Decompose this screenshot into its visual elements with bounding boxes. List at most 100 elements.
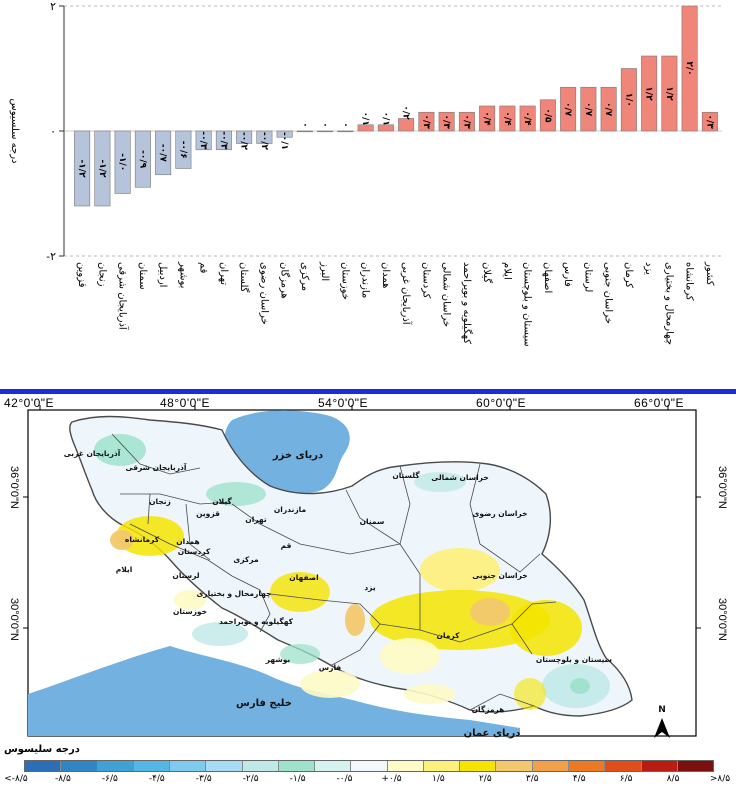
bar-value-label: ۰/۷ — [563, 102, 573, 117]
bar — [276, 130, 293, 138]
legend-label: -۶/۵ — [101, 774, 118, 784]
legend-swatch — [206, 761, 243, 771]
province-label: چهارمحال و بختیاری — [196, 589, 271, 598]
category-label: خراسان رضوی — [258, 262, 269, 325]
legend-label: -۰/۵ — [336, 774, 353, 784]
longitude-label: 66°0'0"E — [634, 396, 685, 410]
bar-value-label: ۰/۴ — [522, 111, 532, 126]
legend-label: ۸/۵ — [666, 774, 680, 784]
bar — [641, 55, 658, 132]
bar-value-label: ۰/۱ — [380, 112, 390, 126]
bar-value-label: ۰/۴ — [502, 111, 512, 126]
bar-value-label: ۰/۳ — [421, 114, 431, 129]
province-label: تهران — [245, 515, 267, 524]
province-label: کرمانشاه — [125, 535, 160, 544]
legend-swatch — [242, 761, 279, 771]
category-label: همدان — [380, 262, 391, 288]
category-label: اردبیل — [157, 262, 168, 287]
category-label: زنجان — [96, 262, 107, 287]
legend-swatch — [460, 761, 497, 771]
bar — [134, 130, 151, 188]
bar — [418, 111, 435, 132]
province-label: گلستان — [392, 471, 420, 480]
bar — [155, 130, 172, 176]
section-divider — [0, 389, 736, 394]
province-label: خوزستان — [173, 607, 207, 616]
legend-label: -۴/۵ — [148, 774, 165, 784]
bar-value-label: -۱/۲ — [97, 159, 107, 178]
legend-swatch — [605, 761, 642, 771]
province-label: کهگیلویه و بویراحمد — [219, 617, 294, 626]
bar-value-label: -۰/۷ — [158, 144, 168, 163]
category-label: قزوین — [76, 262, 87, 288]
category-label: ایلام — [501, 262, 512, 280]
legend-swatch — [315, 761, 352, 771]
legend-swatch — [387, 761, 424, 771]
province-label: قم — [281, 541, 292, 550]
category-label: گلستان — [238, 262, 250, 293]
category-label: کردستان — [420, 262, 431, 299]
bar-value-label: ۰/۳ — [461, 114, 471, 129]
bar-value-label: ۲/۰ — [684, 61, 694, 75]
bar-value-label: -۰/۳ — [218, 131, 228, 150]
bar — [479, 105, 496, 132]
category-label: خوزستان — [339, 262, 350, 300]
category-label: گیلان — [481, 262, 493, 283]
longitude-label: 48°0'0"E — [160, 396, 211, 410]
legend-color-bar — [24, 760, 714, 772]
bar — [296, 130, 313, 133]
longitude-label: 42°0'0"E — [4, 396, 55, 410]
bar — [519, 105, 536, 132]
bar — [661, 55, 678, 132]
bar — [236, 130, 253, 144]
y-tick-label: ۰ — [50, 125, 56, 138]
bar-value-label: -۰/۲ — [259, 132, 269, 151]
province-label: فارس — [319, 663, 341, 672]
province-label: خراسان جنوبی — [472, 571, 527, 580]
bar — [398, 118, 415, 132]
bar-value-label: ۱/۰ — [623, 93, 633, 107]
bar-value-label: ۰/۲ — [401, 105, 411, 120]
province-label: کرمان — [437, 631, 461, 640]
latitude-label-left: 30°0'0"N — [8, 598, 20, 641]
anomaly-patches — [94, 434, 610, 710]
bar-value-label: ۰ — [340, 122, 350, 128]
category-label: البرز — [319, 261, 330, 281]
oman-label: دریای عمان — [464, 728, 521, 739]
category-label: سمنان — [137, 262, 148, 290]
legend-label: -۸/۵ — [54, 774, 71, 784]
bar-value-label: ۰/۷ — [583, 102, 593, 117]
bar — [620, 68, 637, 132]
province-label: سیستان و بلوچستان — [536, 655, 612, 664]
category-label: کهگیلویه و بویراحمد — [461, 262, 473, 344]
province-label: آذربایجان غربی — [64, 448, 121, 458]
legend-labels: <-۸/۵ -۸/۵ -۶/۵ -۴/۵ -۳/۵ -۲/۵ -۱/۵ -۰/۵ +۰/۵ ۱/۵… — [0, 774, 736, 786]
category-label: قم — [198, 262, 209, 274]
province-label: بوشهر — [265, 655, 291, 664]
bar — [357, 124, 374, 132]
bar — [580, 86, 597, 132]
bar-value-label: ۰/۷ — [603, 102, 613, 117]
category-label: مرکزی — [299, 262, 310, 291]
bar-value-label: ۰/۴ — [482, 111, 492, 126]
province-label: همدان — [176, 537, 200, 546]
province-label: آذربایجان شرقی — [126, 462, 187, 472]
bar-value-label: -۰/۹ — [137, 150, 147, 169]
legend-label: ۳/۵ — [525, 774, 539, 784]
legend-swatch — [25, 761, 62, 771]
bar — [681, 5, 698, 132]
legend-swatch — [496, 761, 533, 771]
gulf-label: خلیج فارس — [236, 698, 292, 709]
bar-value-label: ۰/۱ — [360, 112, 370, 126]
longitude-label: 54°0'0"E — [318, 396, 369, 410]
legend-label: ۲/۵ — [478, 774, 492, 784]
bar — [438, 111, 455, 132]
legend-swatch — [278, 761, 316, 771]
province-label: ایلام — [116, 565, 133, 574]
bar-value-label: ۱/۲ — [644, 86, 654, 101]
bar — [317, 130, 334, 133]
legend-label: +۰/۵ — [381, 774, 402, 784]
category-label: مازندران — [360, 262, 371, 298]
bar — [377, 124, 394, 132]
bar-value-label: -۰/۲ — [239, 132, 249, 151]
